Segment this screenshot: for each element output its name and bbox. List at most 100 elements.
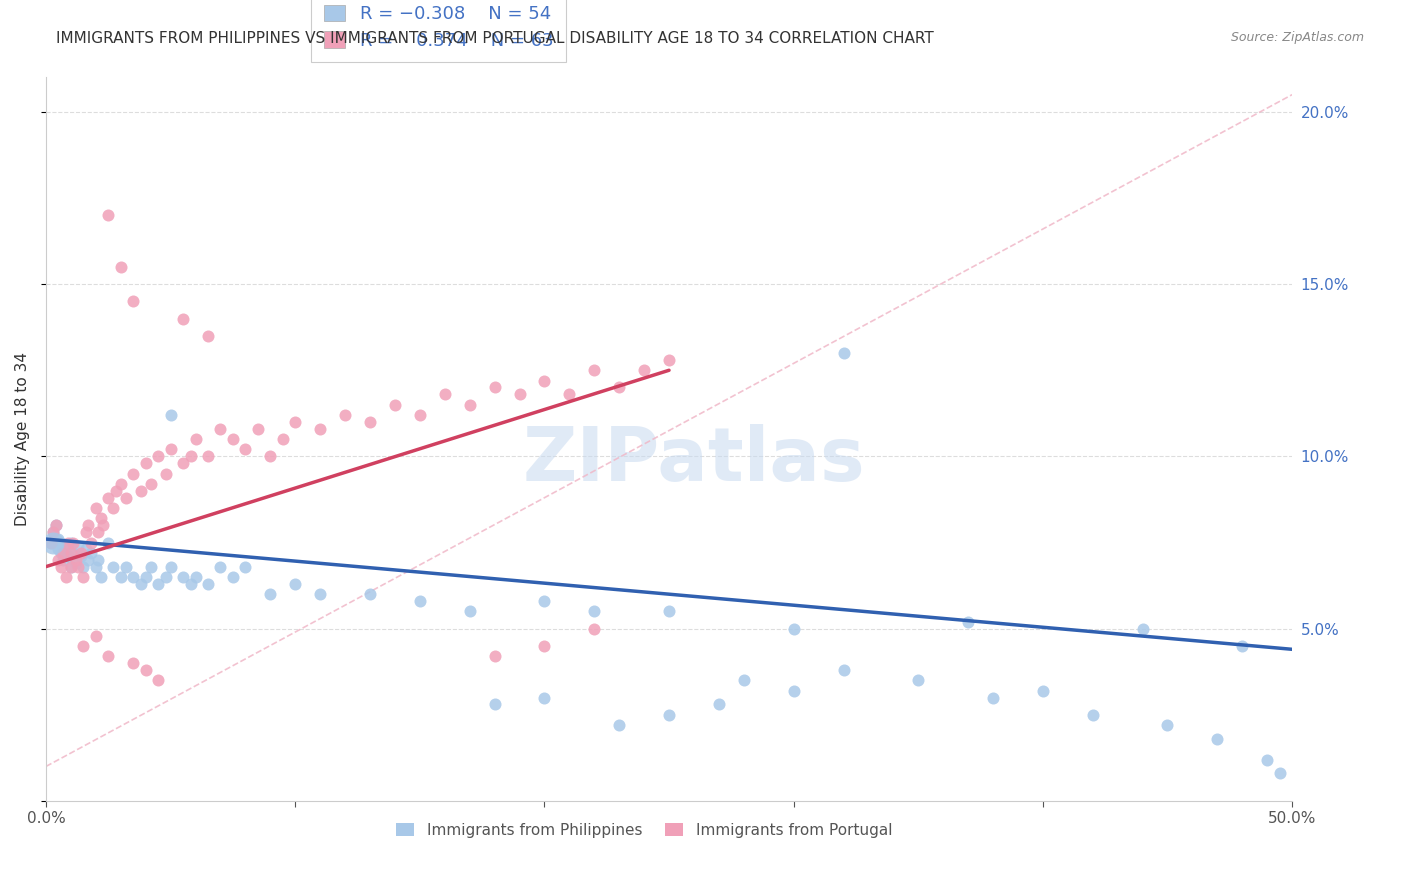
Point [42,525,65,540]
Point [1206,731,1229,746]
Point [222,570,245,584]
Point [59,535,82,549]
Point [1232,639,1254,653]
Point [52,546,75,560]
Point [58,535,80,549]
Point [70,549,93,564]
Point [259,450,281,464]
Point [87,553,110,567]
Point [77,553,100,567]
Point [84,501,107,516]
Point [159,559,181,574]
Point [80,546,103,560]
Legend: Immigrants from Philippines, Immigrants from Portugal: Immigrants from Philippines, Immigrants … [389,816,898,844]
Point [533,374,555,388]
Point [42,535,65,549]
Point [58,549,80,564]
Text: IMMIGRANTS FROM PHILIPPINES VS IMMIGRANTS FROM PORTUGAL DISABILITY AGE 18 TO 34 : IMMIGRANTS FROM PHILIPPINES VS IMMIGRANT… [56,31,934,46]
Point [707,698,730,712]
Point [39,535,62,549]
Point [67,539,90,553]
Point [957,615,980,629]
Point [533,594,555,608]
Point [146,577,169,591]
Point [139,477,162,491]
Point [110,477,132,491]
Point [907,673,929,688]
Point [122,294,145,309]
Point [533,690,555,705]
Point [45,518,67,533]
Point [583,363,606,377]
Point [75,525,97,540]
Point [1132,622,1154,636]
Point [782,622,804,636]
Point [172,570,194,584]
Point [62,546,84,560]
Point [484,380,506,394]
Point [155,570,177,584]
Point [1256,753,1278,767]
Point [59,559,82,574]
Point [48,553,70,567]
Point [59,559,82,574]
Point [832,346,855,360]
Point [832,663,855,677]
Point [139,559,162,574]
Point [104,483,127,498]
Point [433,387,456,401]
Point [72,639,94,653]
Point [49,559,72,574]
Point [384,398,406,412]
Point [110,260,132,274]
Point [197,328,219,343]
Point [155,467,177,481]
Point [129,577,152,591]
Point [359,415,381,429]
Point [42,525,65,540]
Point [484,698,506,712]
Point [103,559,125,574]
Point [77,518,100,533]
Point [49,546,72,560]
Point [159,442,181,457]
Point [583,622,606,636]
Point [122,570,145,584]
Point [72,559,94,574]
Text: ZIPatlas: ZIPatlas [523,425,865,498]
Point [733,673,755,688]
Point [65,556,87,570]
Point [135,570,157,584]
Point [48,542,70,557]
Point [583,604,606,618]
Point [114,559,136,574]
Point [135,456,157,470]
Point [558,387,581,401]
Point [90,511,112,525]
Point [91,518,114,533]
Point [84,559,107,574]
Point [508,387,530,401]
Point [658,707,681,722]
Point [172,456,194,470]
Point [633,363,655,377]
Point [309,422,332,436]
Y-axis label: Disability Age 18 to 34: Disability Age 18 to 34 [15,352,30,526]
Point [1156,718,1178,732]
Point [658,604,681,618]
Point [72,570,94,584]
Point [70,546,93,560]
Point [55,570,77,584]
Point [52,553,75,567]
Point [359,587,381,601]
Point [607,718,630,732]
Point [782,683,804,698]
Point [458,604,481,618]
Point [235,442,257,457]
Point [62,535,84,549]
Point [409,408,432,422]
Point [658,353,681,368]
Point [533,639,555,653]
Point [75,542,97,557]
Point [49,535,72,549]
